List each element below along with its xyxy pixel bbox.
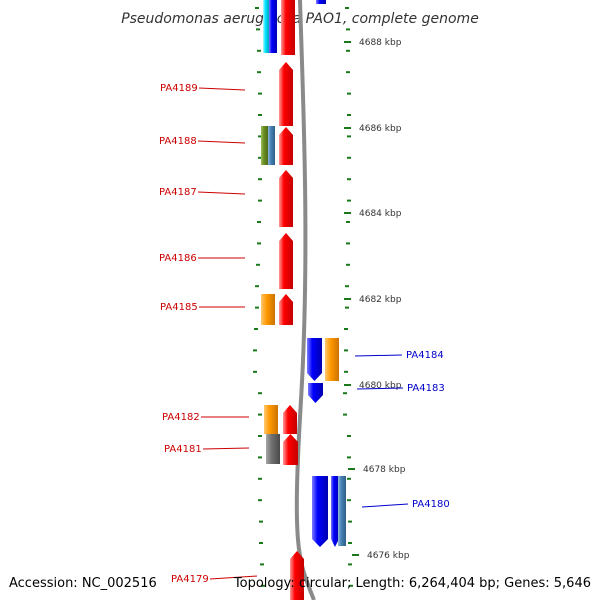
label-leader-line <box>197 191 246 195</box>
kbp-scale: 4688 kbp 4686 kbp 4684 kbp 4682 kbp 4680 kbp… <box>344 38 410 561</box>
label-leader-line <box>356 387 404 390</box>
gene-label-right[interactable]: PA4180 <box>412 499 450 510</box>
gene-feature-blue[interactable] <box>308 383 323 403</box>
gene-feature-red[interactable] <box>281 0 295 55</box>
gene-feature-orange[interactable] <box>261 294 275 325</box>
topology-text: Topology: circular; Length: 6,264,404 bp… <box>233 576 591 591</box>
gene-feature-steel[interactable] <box>338 476 346 546</box>
gene-feature-red[interactable] <box>279 127 293 165</box>
scale-label: 4684 kbp <box>359 209 402 219</box>
gene-label-left[interactable]: PA4182 <box>162 412 200 423</box>
gene-feature-red[interactable] <box>279 170 293 227</box>
scale-label: 4680 kbp <box>359 381 402 391</box>
gene-feature-red[interactable] <box>279 62 293 126</box>
left-tick-column <box>253 7 265 587</box>
label-leader-line <box>202 447 250 450</box>
scale-label: 4682 kbp <box>359 295 402 305</box>
gene-feature-blue[interactable] <box>312 476 328 547</box>
gene-label-left[interactable]: PA4189 <box>160 83 198 94</box>
gene-feature-orange[interactable] <box>264 405 278 434</box>
scale-label: 4676 kbp <box>367 551 410 561</box>
gene-feature-blue[interactable] <box>307 338 322 381</box>
genome-backbone <box>294 0 316 600</box>
gene-label-left[interactable]: PA4187 <box>159 187 197 198</box>
scale-label: 4678 kbp <box>363 465 406 475</box>
gene-label-left[interactable]: PA4188 <box>159 136 197 147</box>
gene-feature-orange[interactable] <box>325 338 339 381</box>
gene-feature-steel[interactable] <box>268 126 275 165</box>
label-leader-line <box>361 503 409 508</box>
gene-feature-blue[interactable] <box>331 476 339 547</box>
right-tick-column <box>343 7 353 587</box>
gene-label-left[interactable]: PA4179 <box>171 574 209 585</box>
gene-feature-olive[interactable] <box>261 126 268 165</box>
label-leader-line <box>197 140 246 144</box>
gene-features <box>261 0 346 600</box>
label-leader-line <box>354 354 403 357</box>
accession-text: Accession: NC_002516 <box>9 576 157 591</box>
gene-feature-blue[interactable] <box>316 0 326 4</box>
gene-feature-cyan[interactable] <box>263 0 269 53</box>
gene-feature-gray[interactable] <box>266 434 280 464</box>
gene-label-right[interactable]: PA4184 <box>406 350 444 361</box>
gene-label-left[interactable]: PA4181 <box>164 444 202 455</box>
gene-label-left[interactable]: PA4185 <box>160 302 198 313</box>
scale-label: 4686 kbp <box>359 124 402 134</box>
label-leader-line <box>209 575 258 580</box>
scale-label: 4688 kbp <box>359 38 402 48</box>
label-leader-line <box>198 87 246 91</box>
gene-label-left[interactable]: PA4186 <box>159 253 197 264</box>
gene-feature-red[interactable] <box>290 551 304 600</box>
gene-labels: PA4189 PA4188 PA4187 PA4186 PA4185 PA4182 PA41… <box>159 83 450 585</box>
gene-label-right[interactable]: PA4183 <box>407 383 445 394</box>
gene-feature-red[interactable] <box>279 294 293 325</box>
gene-feature-red[interactable] <box>283 405 297 434</box>
gene-feature-blue[interactable] <box>269 0 277 53</box>
gene-feature-red[interactable] <box>283 434 298 465</box>
gene-feature-red[interactable] <box>279 233 293 289</box>
